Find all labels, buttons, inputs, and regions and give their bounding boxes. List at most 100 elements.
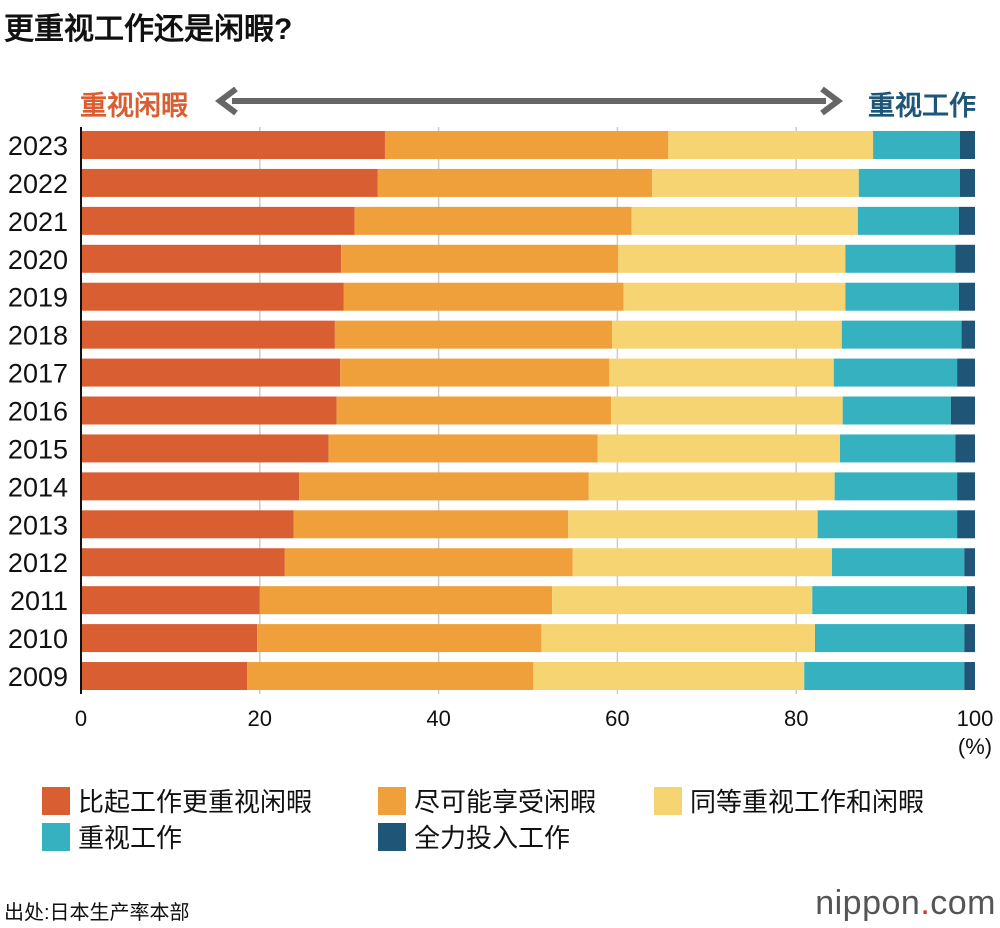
y-category-label: 2009	[8, 662, 68, 692]
bar-segment	[631, 206, 858, 235]
nippon-logo: nippon.com	[815, 884, 996, 922]
y-category-label: 2012	[8, 548, 68, 578]
bar-segment	[873, 131, 960, 159]
bar-segment	[336, 396, 612, 425]
legend-swatch	[42, 786, 70, 815]
bar-segment	[533, 662, 805, 691]
bar-segment	[354, 206, 632, 235]
bar-segment	[299, 472, 589, 501]
bar-segment	[840, 434, 956, 463]
bar-segment	[597, 434, 841, 463]
source-note: 出处:日本生产率本部	[4, 902, 190, 924]
bar-segment	[568, 510, 818, 539]
y-category-label: 2014	[8, 472, 68, 502]
bar-segment	[284, 548, 573, 577]
bar-segment	[81, 510, 294, 539]
bar-segment	[842, 396, 951, 425]
bar-segment	[609, 358, 834, 387]
x-tick-label: 80	[784, 706, 808, 731]
legend-item: 尽可能享受闲暇	[378, 782, 596, 819]
legend-label: 全力投入工作	[414, 823, 571, 853]
bar-segment	[81, 586, 260, 615]
bar-segment	[833, 358, 958, 387]
legend-item: 同等重视工作和闲暇	[654, 782, 924, 819]
bar-segment	[81, 472, 300, 501]
bar-segment	[384, 131, 669, 159]
bar-segment	[959, 131, 975, 159]
y-category-label: 2016	[8, 397, 68, 427]
bar-segment	[858, 168, 960, 197]
bar-segment	[966, 586, 975, 615]
bar-segment	[341, 244, 619, 273]
bar-segment	[964, 548, 975, 577]
bar-segment	[572, 548, 832, 577]
y-category-label: 2017	[8, 359, 68, 389]
bar-segment	[334, 320, 613, 349]
bar-segment	[81, 548, 285, 577]
legend-label: 比起工作更重视闲暇	[78, 787, 313, 817]
y-category-label: 2019	[8, 283, 68, 313]
arrow-left-head-icon	[215, 86, 238, 116]
x-tick-label: 100	[957, 706, 994, 731]
y-category-label: 2011	[10, 586, 68, 616]
legend-item: 全力投入工作	[378, 818, 570, 855]
bar-segment	[618, 244, 846, 273]
x-tick-label: 0	[75, 706, 87, 731]
y-category-label: 2010	[8, 624, 68, 654]
y-category-label: 2023	[8, 131, 68, 161]
bar-segment	[964, 624, 975, 653]
x-unit-label: (%)	[958, 734, 992, 759]
bar-segment	[81, 624, 258, 653]
y-category-label: 2018	[8, 321, 68, 351]
bar-segment	[259, 586, 553, 615]
bar-segment	[957, 472, 975, 501]
bar-segment	[812, 586, 967, 615]
x-tick-label: 20	[248, 706, 272, 731]
bar-segment	[814, 624, 965, 653]
bar-segment	[831, 548, 965, 577]
y-category-label: 2013	[8, 510, 68, 540]
legend-swatch	[378, 822, 406, 851]
bar-segment	[950, 396, 975, 425]
bar-segment	[81, 320, 335, 349]
arrow-label-left: 重视闲暇	[80, 91, 188, 121]
bar-segment	[857, 206, 959, 235]
arrow-label-right: 重视工作	[868, 91, 976, 121]
bar-segment	[81, 662, 248, 691]
bar-segment	[377, 168, 653, 197]
bar-segment	[623, 282, 846, 311]
bar-segment	[652, 168, 859, 197]
bar-segment	[588, 472, 835, 501]
legend-item: 重视工作	[42, 818, 182, 855]
bar-segment	[961, 320, 975, 349]
bar-segment	[81, 396, 337, 425]
x-tick-label: 60	[605, 706, 629, 731]
chart-title: 更重视工作还是闲暇?	[4, 13, 293, 46]
bar-segment	[958, 282, 975, 311]
bar-segment	[957, 510, 975, 539]
bar-segment	[328, 434, 598, 463]
bar-segment	[845, 282, 959, 311]
bar-segment	[817, 510, 958, 539]
bar-segment	[955, 244, 975, 273]
bar-segment	[834, 472, 958, 501]
bar-segment	[247, 662, 534, 691]
bar-segment	[845, 244, 956, 273]
x-tick-label: 40	[426, 706, 450, 731]
bar-segment	[81, 358, 341, 387]
bar-segment	[293, 510, 569, 539]
arrow-right-head-icon	[820, 86, 843, 116]
bar-segment	[841, 320, 962, 349]
bar-segment	[959, 168, 975, 197]
legend-swatch	[654, 786, 682, 815]
y-category-label: 2022	[8, 169, 68, 199]
legend-label: 重视工作	[78, 823, 183, 853]
bar-segment	[81, 434, 329, 463]
y-category-label: 2020	[8, 245, 68, 275]
bar-segment	[804, 662, 965, 691]
bar-segment	[343, 282, 624, 311]
bar-segment	[955, 434, 975, 463]
bar-segment	[81, 131, 385, 159]
